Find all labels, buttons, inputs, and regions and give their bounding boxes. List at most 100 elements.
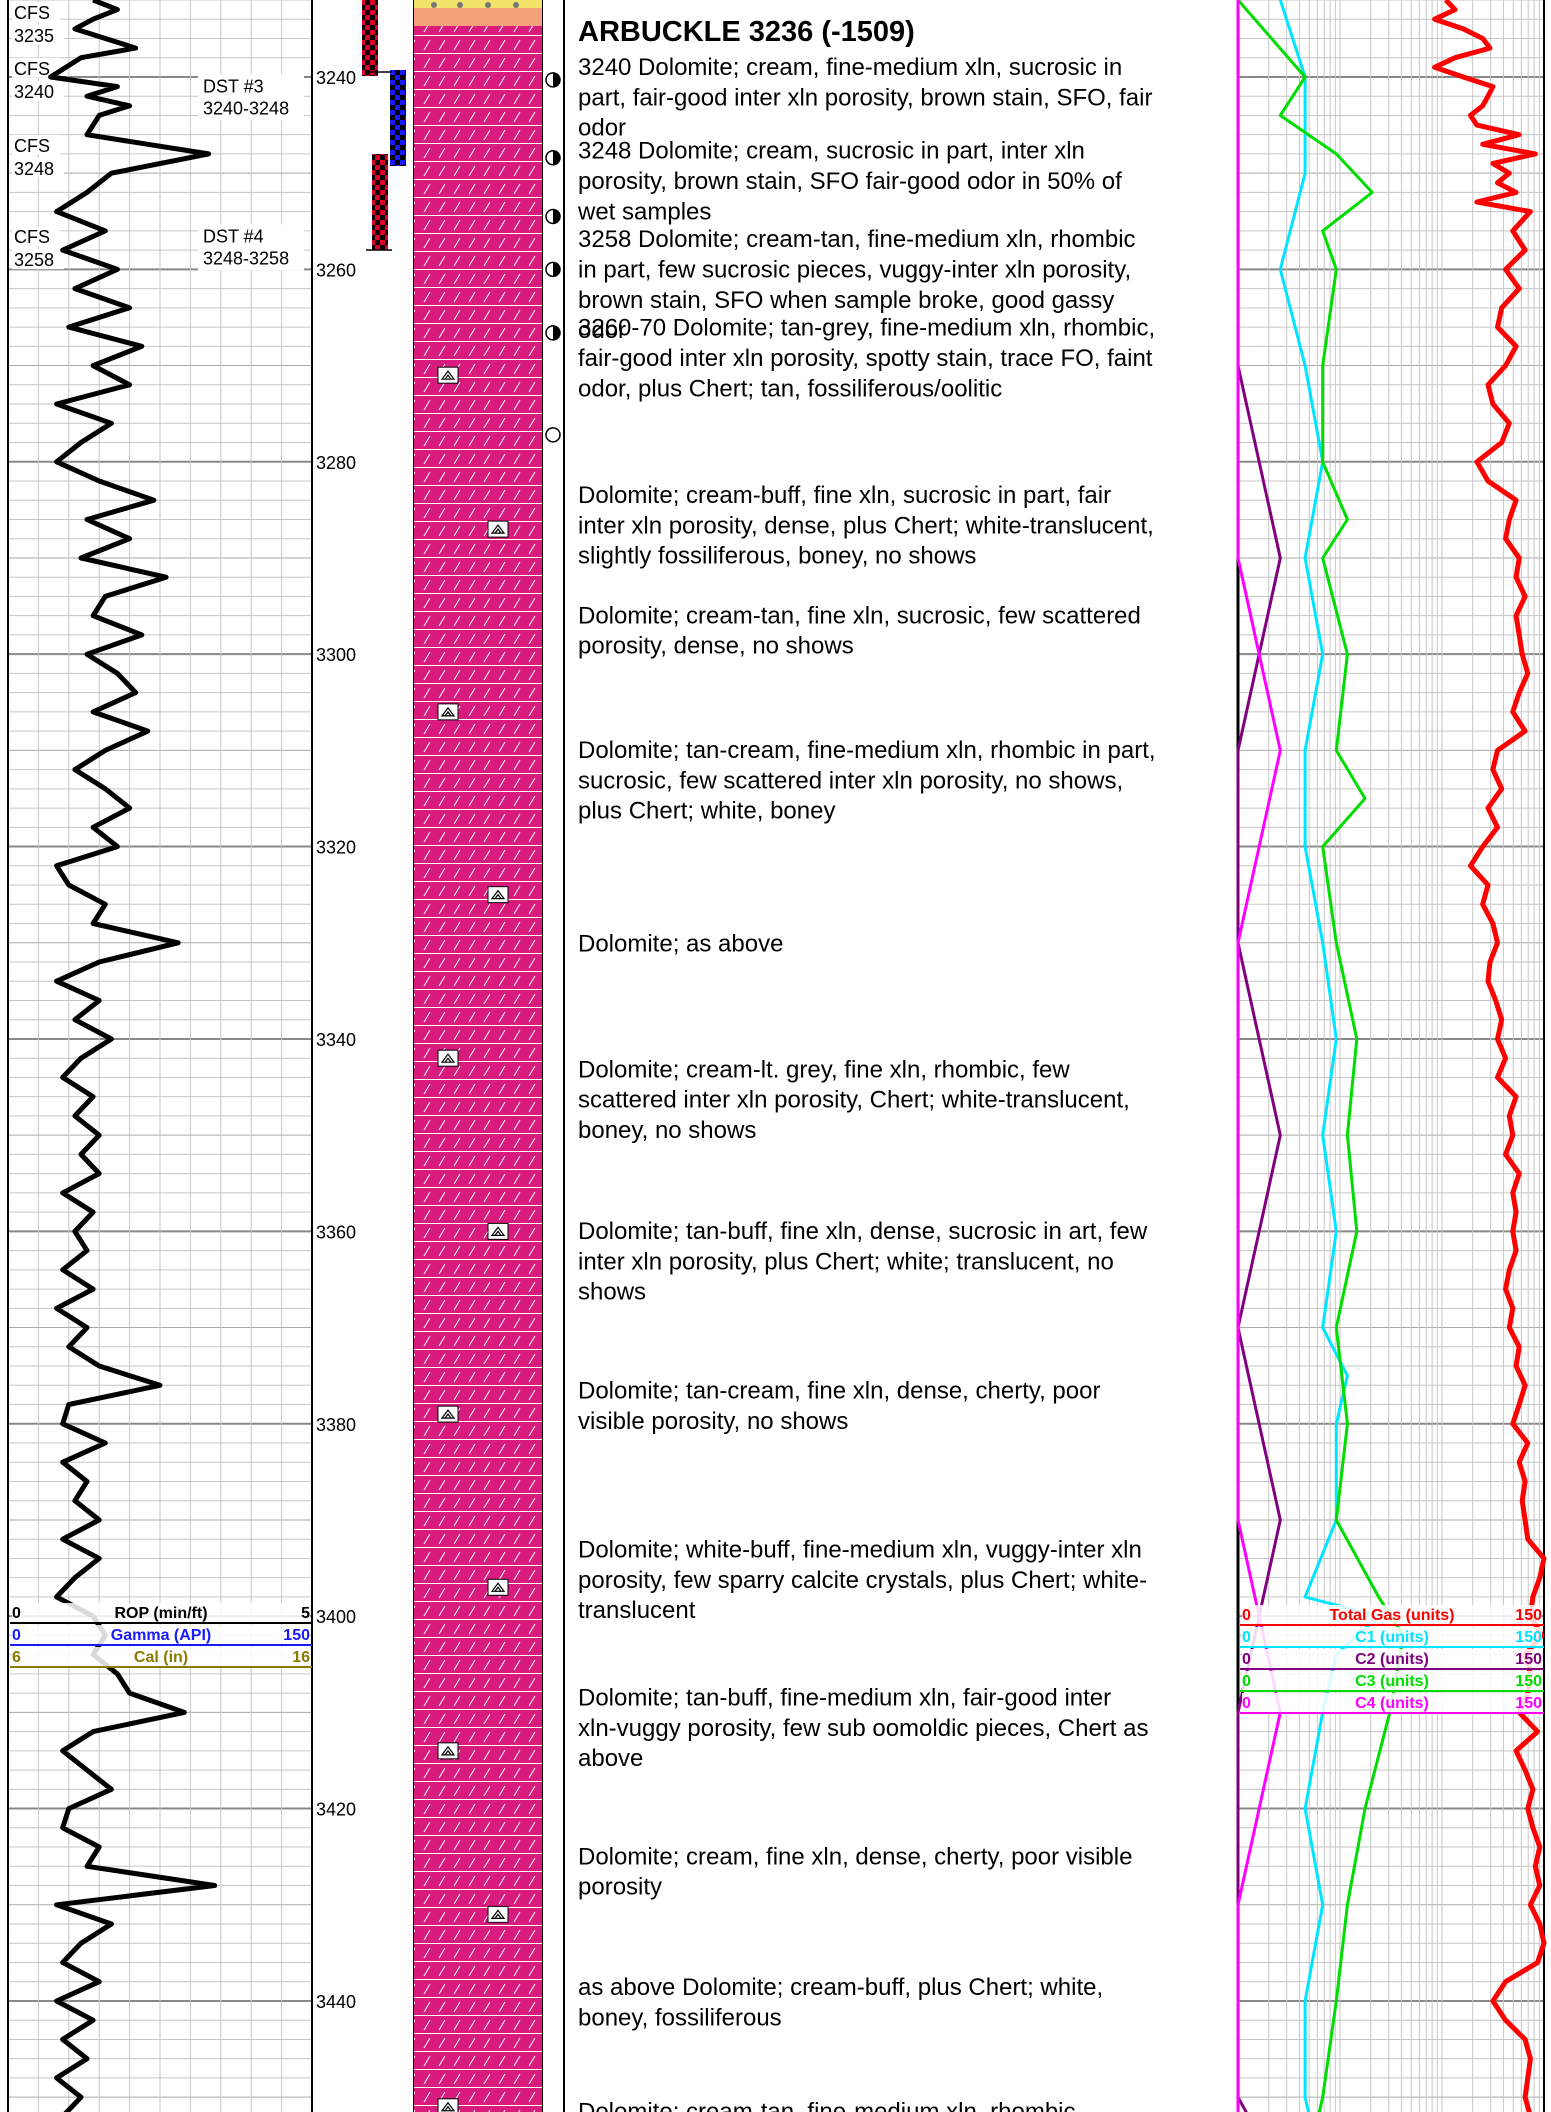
description-line: Dolomite; cream, fine xln, dense, cherty…: [578, 1843, 1132, 1870]
legend-min: 6: [12, 1649, 21, 1666]
legend-max: 150: [1515, 1695, 1542, 1712]
sand-grain: [457, 2, 463, 8]
legend-bg: [12, 1647, 310, 1667]
description-line: Dolomite; tan-cream, fine-medium xln, rh…: [578, 737, 1156, 764]
chert-symbol-mark: [490, 1582, 506, 1592]
sample-label: CFS: [14, 136, 50, 156]
description-line: plus Chert; white, boney: [578, 798, 835, 825]
sample-depth: 3240: [14, 82, 54, 102]
sand-grain: [513, 2, 519, 8]
description-line: inter xln porosity, dense, plus Chert; w…: [578, 512, 1154, 539]
legend-name: Gamma (API): [111, 1627, 211, 1644]
legend-min: 0: [1242, 1673, 1251, 1690]
sample-depth: 3235: [14, 26, 54, 46]
chert-symbol-mark: [440, 2101, 456, 2112]
description-line: 3260-70 Dolomite; tan-grey, fine-medium …: [578, 315, 1155, 342]
legend-name: Cal (in): [134, 1649, 188, 1666]
legend-name: C3 (units): [1355, 1673, 1429, 1690]
dst-label: DST #3: [203, 76, 264, 96]
curve-c4-units-: [1236, 0, 1282, 2112]
sample-label-bg: [12, 2, 60, 23]
dst-label-bg: [198, 74, 304, 121]
gas-track-legend: 0 Total Gas (units) 150 0 C1 (units) 150 0 C2 (…: [1240, 1605, 1544, 1714]
legend-bg: [1242, 1693, 1542, 1713]
description-line: Dolomite; tan-cream, fine xln, dense, ch…: [578, 1378, 1100, 1405]
dst-3-bar: [362, 0, 378, 76]
dst-interval: 3248-3258: [203, 248, 289, 268]
description-line: fair-good inter xln porosity, spotty sta…: [578, 345, 1153, 372]
description-line: visible porosity, no shows: [578, 1408, 848, 1435]
description-line: 3248 Dolomite; cream, sucrosic in part, …: [578, 138, 1085, 165]
show-symbol-fill: [553, 72, 560, 87]
show-symbol-fill: [553, 262, 560, 277]
legend-max: 150: [283, 1627, 310, 1644]
sample-label-bg: [12, 249, 64, 270]
curve-c2-units-: [1236, 0, 1282, 2112]
description-line: translucent: [578, 1597, 696, 1624]
legend-name: C4 (units): [1355, 1695, 1429, 1712]
sample-depth: 3258: [14, 250, 54, 270]
description-line: scattered inter xln porosity, Chert; whi…: [578, 1087, 1130, 1114]
show-symbol-fill: [553, 325, 560, 340]
dst-label: DST #4: [203, 226, 264, 246]
depth-label: 3440: [316, 1992, 356, 2012]
show-symbols: [545, 72, 561, 443]
description-line: Dolomite; cream-tan, fine-medium xln, rh…: [578, 2098, 1076, 2112]
sample-label-bg: [12, 134, 60, 155]
chert-symbol-mark: [440, 706, 456, 717]
sample-label: CFS: [14, 59, 50, 79]
description-line: inter xln porosity, plus Chert; white; t…: [578, 1248, 1114, 1275]
curve-c3-units-: [1236, 0, 1405, 2112]
description-line: part, fair-good inter xln porosity, brow…: [578, 84, 1152, 111]
description-line: in part, few sucrosic pieces, vuggy-inte…: [578, 257, 1131, 284]
legend-max: 150: [1515, 1607, 1542, 1624]
rop-curve: [48, 0, 218, 2112]
depth-label: 3300: [316, 645, 356, 665]
rop-gamma-track-grid: [8, 0, 312, 2112]
description-line: slightly fossiliferous, boney, no shows: [578, 543, 976, 570]
legend-bg: [12, 1625, 310, 1645]
description-line: Dolomite; tan-buff, fine-medium xln, fai…: [578, 1685, 1111, 1712]
chert-symbol-mark: [490, 889, 506, 900]
dst-intervals: [362, 0, 406, 251]
legend-name: Total Gas (units): [1329, 1607, 1454, 1624]
depth-label: 3260: [316, 260, 356, 280]
legend-bg: [1242, 1671, 1542, 1691]
sample-label-bg: [12, 157, 64, 178]
description-line: Dolomite; cream-tan, fine xln, sucrosic,…: [578, 602, 1141, 629]
legend-max: 150: [1515, 1651, 1542, 1668]
lithology-descriptions: ARBUCKLE 3236 (-1509) 3240 Dolomite; crea…: [577, 16, 1156, 2112]
description-line: wet samples: [577, 198, 711, 225]
sample-label-bg: [12, 80, 64, 101]
sample-labels: CFS 3235 CFS 3240 CFS 3248 CFS 3258 DST #33240-3…: [12, 2, 304, 271]
dst-interval: 3240-3248: [203, 98, 289, 118]
dst-4-bar: [372, 154, 388, 250]
depth-label: 3380: [316, 1415, 356, 1435]
depth-label: 3280: [316, 453, 356, 473]
description-line: shows: [578, 1279, 646, 1306]
legend-name: ROP (min/ft): [114, 1605, 207, 1622]
legend-bg: [1242, 1627, 1542, 1647]
curve-c1-units-: [1278, 0, 1381, 2112]
sample-label-bg: [12, 57, 60, 78]
show-symbol: [545, 427, 561, 443]
chert-symbol-mark: [440, 1745, 456, 1756]
depth-label: 3420: [316, 1800, 356, 1820]
legend-min: 0: [12, 1605, 21, 1622]
description-line: sucrosic, few scattered inter xln porosi…: [578, 767, 1123, 794]
legend-min: 0: [12, 1627, 21, 1644]
sample-label-bg: [12, 226, 60, 247]
legend-max: 150: [1515, 1673, 1542, 1690]
description-line: above: [578, 1745, 643, 1772]
legend-max: 16: [292, 1649, 310, 1666]
chert-symbol-mark: [490, 1909, 506, 1919]
show-symbol-fill: [553, 209, 560, 224]
description-line: Dolomite; cream-buff, fine xln, sucrosic…: [578, 482, 1111, 509]
chert-symbol-mark: [440, 370, 456, 380]
description-line: xln-vuggy porosity, few sub oomoldic pie…: [578, 1715, 1148, 1742]
gas-curves: [1236, 0, 1547, 2112]
legend-max: 150: [1515, 1629, 1542, 1646]
chert-symbol-mark: [440, 1409, 456, 1419]
depth-label: 3400: [316, 1607, 356, 1627]
